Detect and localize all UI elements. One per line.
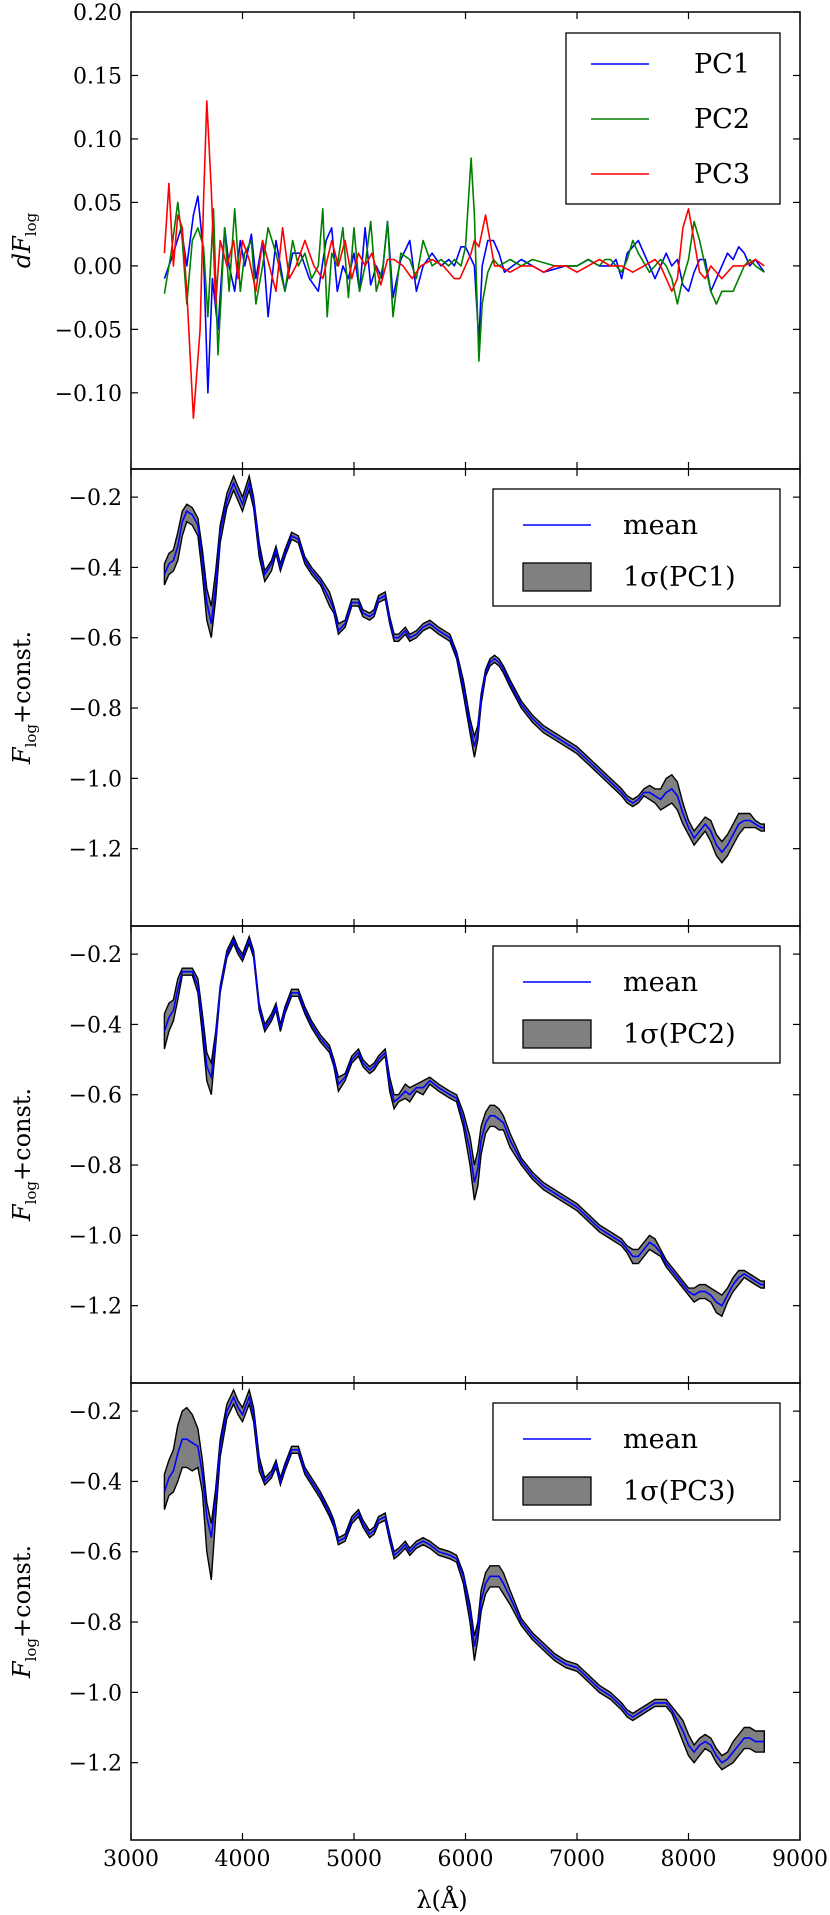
legend: mean 1σ(PC2) bbox=[492, 945, 781, 1064]
x-tick-label: 6000 bbox=[438, 1847, 494, 1872]
y-axis-label-tail: +const. bbox=[8, 1088, 36, 1181]
y-tick-label: −0.4 bbox=[69, 1470, 122, 1495]
x-tick-label: 4000 bbox=[215, 1847, 271, 1872]
x-tick-label: 5000 bbox=[326, 1847, 382, 1872]
mean-line bbox=[163, 1394, 765, 1764]
mean-line bbox=[163, 937, 765, 1307]
y-tick-label: −0.2 bbox=[69, 943, 122, 968]
x-axis-label-close: ) bbox=[458, 1886, 467, 1914]
plot-area-top bbox=[163, 100, 765, 419]
y-tick-label: −0.2 bbox=[69, 1400, 122, 1425]
y-tick-label: −1.0 bbox=[69, 1224, 122, 1249]
y-tick-label: −1.2 bbox=[69, 838, 122, 863]
y-tick-label: −0.4 bbox=[69, 556, 122, 581]
x-axis-label-unit: Å bbox=[440, 1885, 459, 1914]
panels: −0.10−0.050.000.050.100.150.20dFlogPC1PC… bbox=[8, 1, 801, 1841]
series-line-pc2 bbox=[163, 157, 765, 362]
legend-label-mean: mean bbox=[623, 1424, 698, 1455]
panel-pc1: −1.2 −1.0 −0.8 −0.6 −0.4 −0.2 Flog+const. mean 1… bbox=[8, 468, 801, 927]
legend-label-sigma: 1σ(PC3) bbox=[623, 1476, 736, 1507]
sigma-band bbox=[163, 473, 765, 864]
x-tick-label: 9000 bbox=[772, 1847, 828, 1872]
y-tick-label: 0.15 bbox=[73, 64, 122, 89]
legend-label-pc3: PC3 bbox=[694, 159, 750, 190]
y-axis-label: Flog+const. bbox=[8, 1545, 40, 1679]
y-axis-label-tail: +const. bbox=[8, 1545, 36, 1638]
y-axis-label-sub: log bbox=[22, 1181, 40, 1205]
y-tick-label: −0.10 bbox=[55, 382, 122, 407]
y-axis-label-sub: log bbox=[22, 724, 40, 748]
y-axis-label-main: dF bbox=[8, 235, 36, 268]
y-axis-label-main: F bbox=[8, 1203, 36, 1222]
y-tick-label: −0.4 bbox=[69, 1013, 122, 1038]
panel-top: −0.10−0.050.000.050.100.150.20dFlogPC1PC… bbox=[8, 1, 801, 470]
y-tick-label: −0.8 bbox=[69, 697, 122, 722]
y-axis-label: dFlog bbox=[8, 212, 40, 268]
legend-swatch-sigma bbox=[522, 1476, 592, 1506]
x-tick-label: 3000 bbox=[103, 1847, 159, 1872]
x-axis-label: λ(Å) bbox=[416, 1885, 467, 1914]
mean-line bbox=[163, 480, 765, 854]
legend-swatch-sigma bbox=[522, 1019, 592, 1049]
plot-area-pc3 bbox=[163, 1387, 765, 1771]
y-axis-label: Flog+const. bbox=[8, 1088, 40, 1222]
y-axis-label-main: F bbox=[8, 1660, 36, 1679]
y-axis-label-sub: log bbox=[22, 1638, 40, 1662]
x-axis: 3000 4000 5000 6000 7000 8000 9000 bbox=[103, 1847, 828, 1872]
x-tick-label: 8000 bbox=[661, 1847, 717, 1872]
legend-swatch-sigma bbox=[522, 562, 592, 592]
y-tick-label: 0.20 bbox=[73, 1, 122, 26]
plot-area-pc2 bbox=[163, 934, 765, 1318]
y-tick-label: −1.2 bbox=[69, 1752, 122, 1777]
legend-label-sigma: 1σ(PC2) bbox=[623, 1019, 736, 1050]
y-tick-label: −0.6 bbox=[69, 627, 122, 652]
y-axis-label-sub: log bbox=[22, 212, 40, 236]
legend-label-sigma: 1σ(PC1) bbox=[623, 562, 736, 593]
y-tick-label: 0.10 bbox=[73, 128, 122, 153]
y-tick-label: 0.05 bbox=[73, 191, 122, 216]
y-tick-label: −0.8 bbox=[69, 1611, 122, 1636]
y-tick-label: 0.00 bbox=[73, 255, 122, 280]
y-axis-label: Flog+const. bbox=[8, 631, 40, 765]
plot-area-pc1 bbox=[163, 473, 765, 864]
y-tick-label: −1.0 bbox=[69, 1681, 122, 1706]
y-tick-label: −0.2 bbox=[69, 486, 122, 511]
x-tick-label: 7000 bbox=[549, 1847, 605, 1872]
panel-pc2: −1.2 −1.0 −0.8 −0.6 −0.4 −0.2 Flog+const. mean 1… bbox=[8, 925, 801, 1384]
series-line-pc3 bbox=[163, 100, 765, 419]
legend: mean 1σ(PC3) bbox=[492, 1402, 781, 1521]
y-tick-label: −0.05 bbox=[55, 318, 122, 343]
legend: mean 1σ(PC1) bbox=[492, 488, 781, 607]
legend-label-mean: mean bbox=[623, 510, 698, 541]
y-tick-label: −1.0 bbox=[69, 767, 122, 792]
y-axis-label-tail: +const. bbox=[8, 631, 36, 724]
y-axis-label-main: F bbox=[8, 746, 36, 765]
y-tick-label: −0.6 bbox=[69, 1541, 122, 1566]
legend-label-mean: mean bbox=[623, 967, 698, 998]
legend-label-pc1: PC1 bbox=[694, 49, 750, 80]
panel-pc3: −1.2 −1.0 −0.8 −0.6 −0.4 −0.2 Flog+const. mean 1… bbox=[8, 1382, 801, 1841]
legend-label-pc2: PC2 bbox=[694, 104, 750, 135]
y-tick-label: −0.8 bbox=[69, 1154, 122, 1179]
y-tick-label: −1.2 bbox=[69, 1295, 122, 1320]
legend: PC1 PC2 PC3 bbox=[565, 32, 781, 205]
y-tick-label: −0.6 bbox=[69, 1084, 122, 1109]
x-axis-label-main: λ( bbox=[416, 1886, 441, 1914]
